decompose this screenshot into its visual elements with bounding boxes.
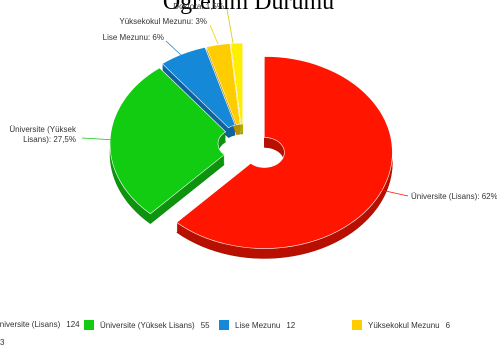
legend-value: 55	[200, 320, 210, 330]
pie-slice-yuksekokul[interactable]	[205, 43, 241, 126]
legend-item-yuksek-lisans[interactable]: Üniversite (Yüksek Lisans) 55	[84, 320, 210, 330]
pie-slice-yuksek-lisans[interactable]	[109, 67, 227, 215]
pie-chart: Üniversite (Lisans): 62% Üniversite (Yüks…	[9, 2, 497, 259]
legend-swatch	[84, 320, 94, 330]
leader-line-doktora	[226, 8, 234, 44]
legend-swatch	[219, 320, 229, 330]
data-label-yuksekokul: Yüksekokul Mezunu: 3%	[119, 17, 207, 26]
pie-slice-lisans[interactable]	[176, 56, 393, 249]
legend-label: Üniversite (Lisans)	[0, 320, 61, 329]
legend-item-lisans[interactable]: Üniversite (Lisans) 124	[0, 320, 80, 329]
data-label-doktora: Doktora: 1,5%	[173, 2, 224, 11]
legend: Üniversite (Lisans) 124 Üniversite (Yüks…	[0, 318, 497, 352]
pie-slice-lise[interactable]	[161, 47, 236, 129]
data-label-lise: Lise Mezunu: 6%	[103, 33, 164, 42]
legend-overflow-value: 3	[0, 338, 5, 347]
data-label-yuksek-lisans: Üniversite (Yüksek Lisans): 27,5%	[9, 125, 77, 144]
legend-item-yuksekokul[interactable]: Yüksekokul Mezunu 6	[352, 320, 450, 330]
legend-value: 12	[286, 320, 296, 330]
pie-slice-doktora[interactable]	[230, 42, 244, 125]
leader-line-lise	[165, 40, 183, 57]
legend-item-lise[interactable]: Lise Mezunu 12	[219, 320, 295, 330]
leader-line-yuksek-lisans	[81, 137, 117, 141]
legend-value: 124	[66, 320, 80, 329]
chart-title: Öğrenim Durumu	[162, 0, 335, 15]
legend-label: Yüksekokul Mezunu	[368, 320, 440, 330]
legend-value: 6	[445, 320, 451, 330]
legend-label: Lise Mezunu	[235, 320, 281, 330]
leader-line-yuksekokul	[209, 24, 219, 45]
data-label-lisans: Üniversite (Lisans): 62%	[411, 192, 497, 201]
leader-line-lisans	[380, 189, 409, 197]
legend-swatch	[352, 320, 362, 330]
legend-label: Üniversite (Yüksek Lisans)	[100, 320, 195, 330]
